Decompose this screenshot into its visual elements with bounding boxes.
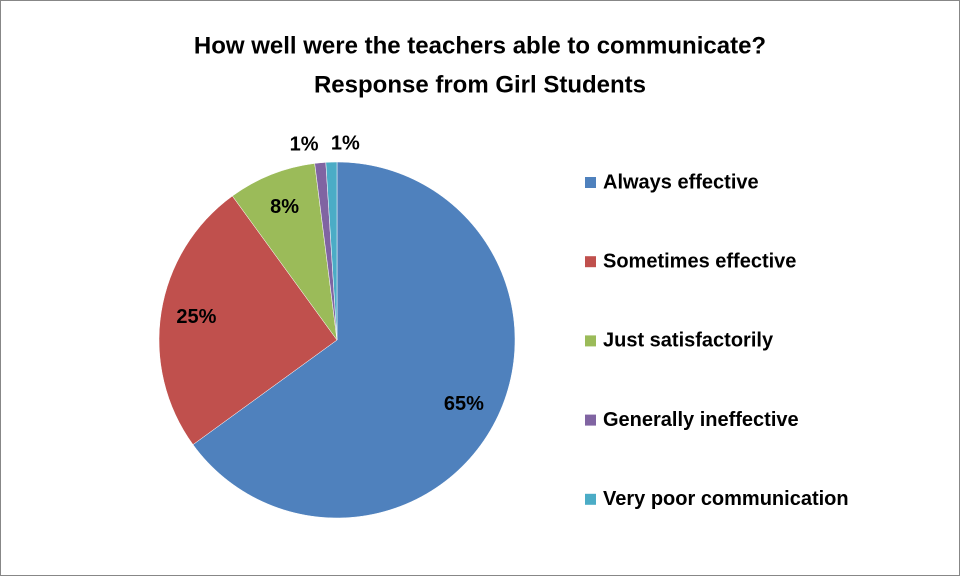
legend-label: Generally ineffective [603,409,799,431]
pie-slice [192,161,516,519]
legend-swatch [585,414,596,426]
legend-label: Just satisfactorily [603,330,774,352]
data-label: 25% [176,306,216,328]
legend-label: Very poor communication [603,488,849,510]
data-label: 1% [290,133,319,155]
legend-swatch [585,177,596,188]
legend-label: Always effective [603,171,759,193]
legend-swatch [585,335,596,347]
legend-swatch [585,493,596,505]
pie-slice [158,195,338,445]
legend-label: Sometimes effective [603,250,796,272]
pie-slice [232,163,338,341]
chart-title: How well were the teachers able to commu… [194,32,766,59]
chart-subtitle: Response from Girl Students [314,71,646,98]
legend-swatch [585,256,596,268]
pie-slice [325,161,338,341]
data-label: 1% [331,133,360,155]
data-label: 8% [270,196,299,218]
data-label: 65% [444,393,484,415]
